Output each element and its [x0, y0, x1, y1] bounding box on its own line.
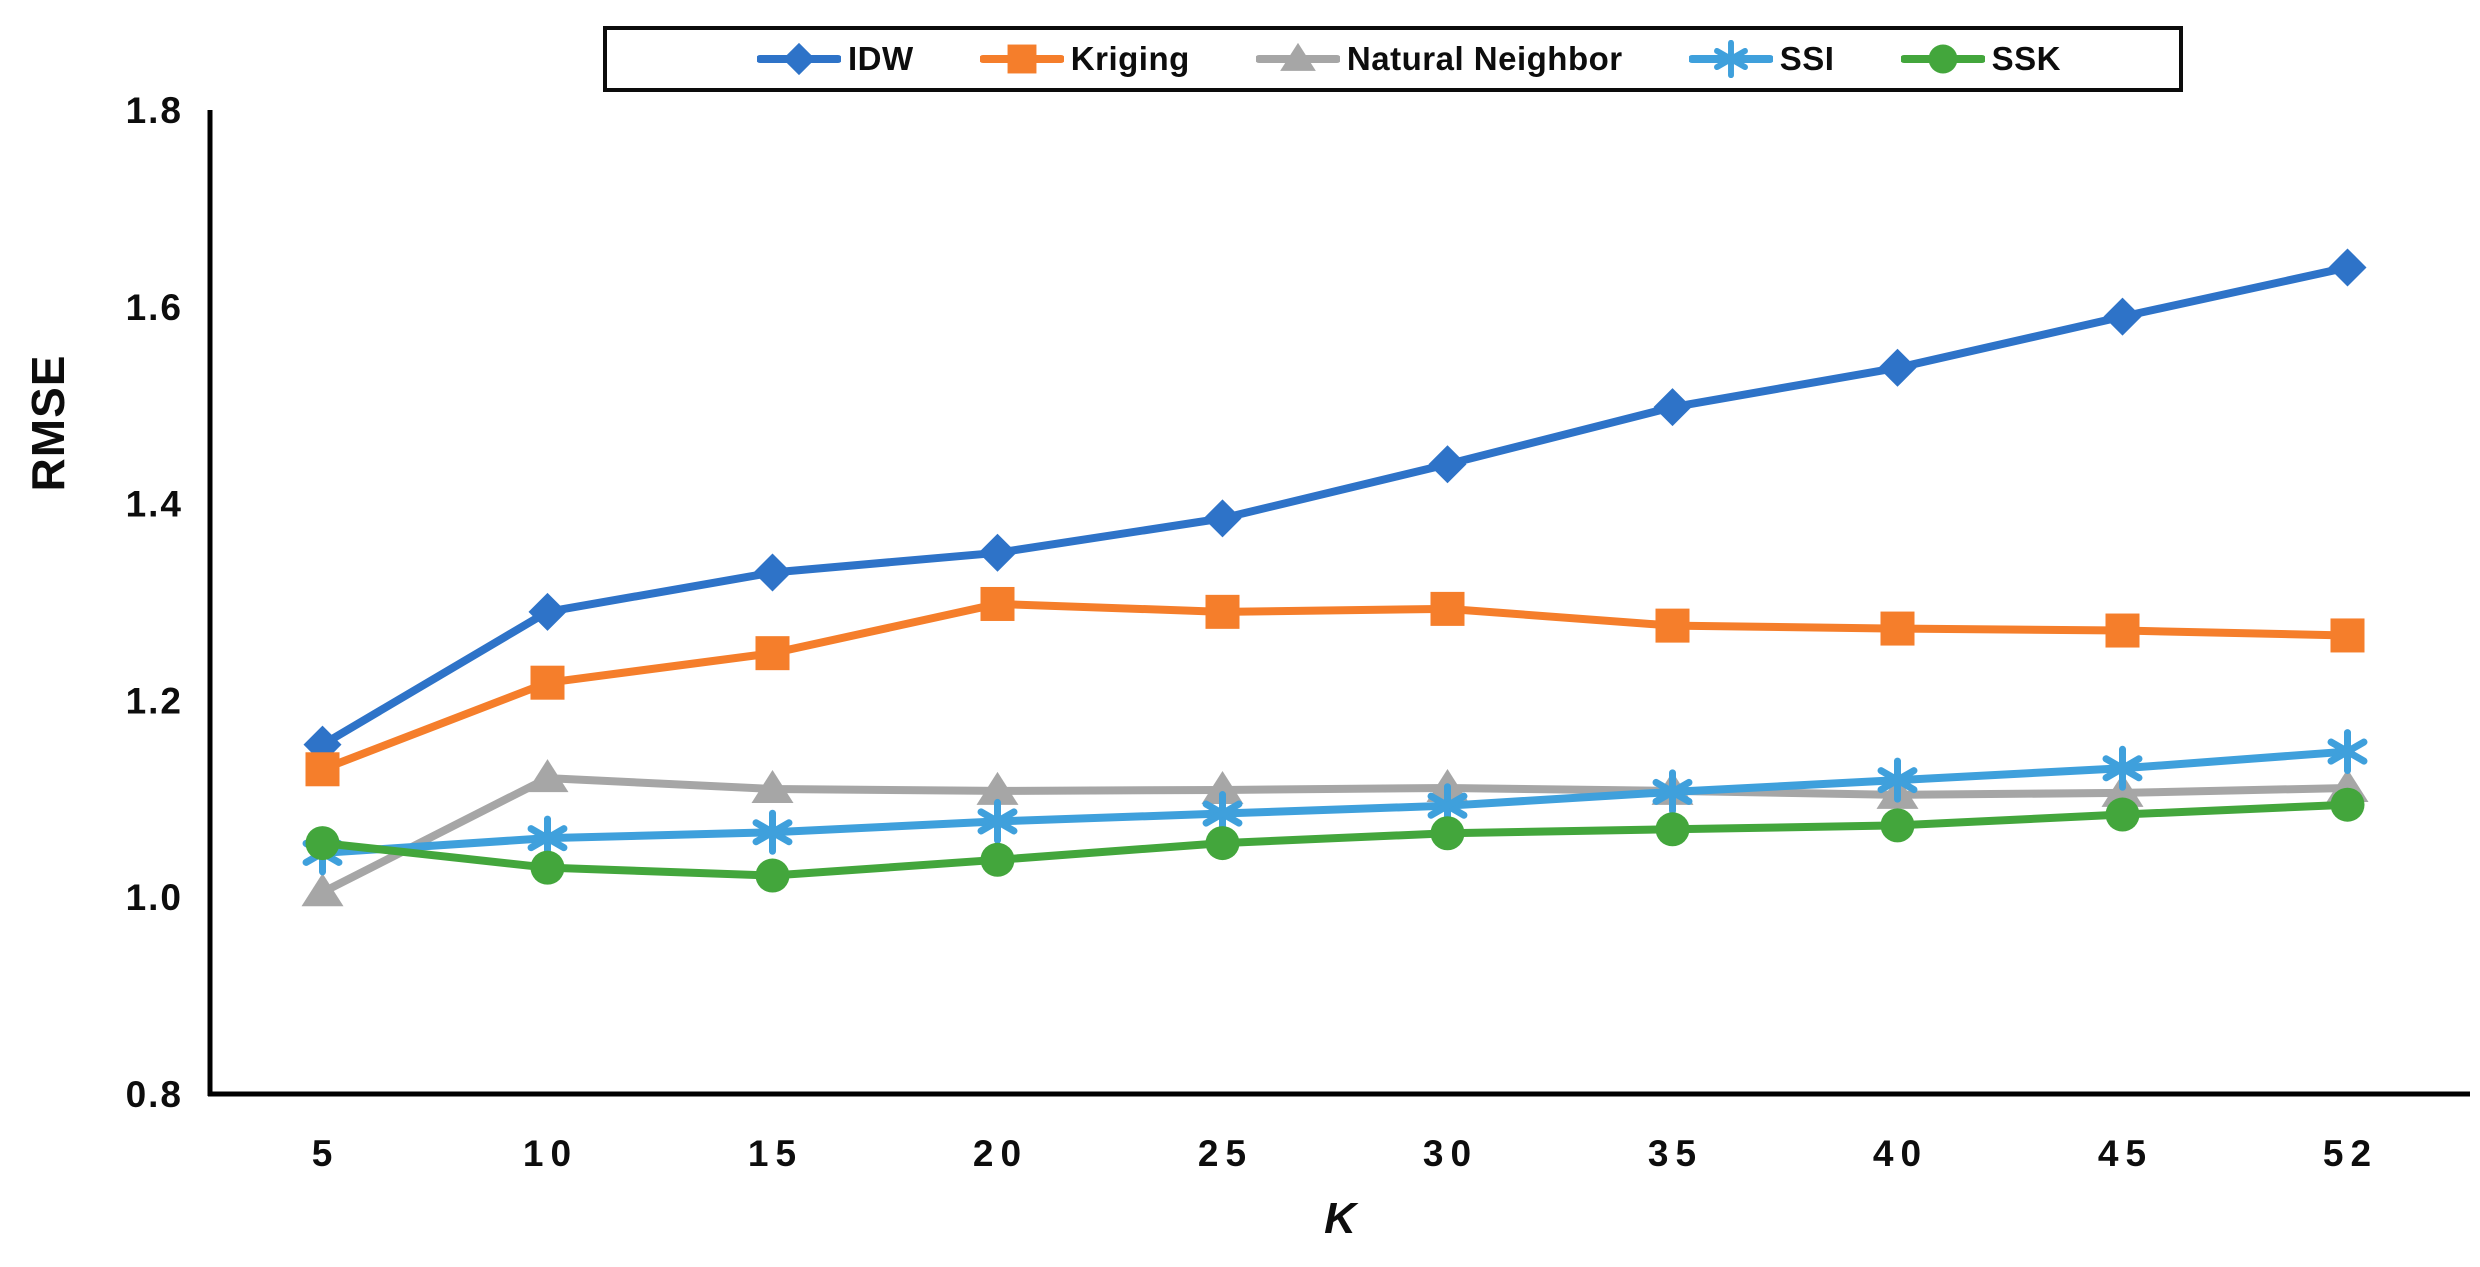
legend: IDW Kriging Natural Neighbor SSI SSK: [603, 26, 2183, 92]
series-kriging: [305, 586, 2365, 787]
marker-square: [305, 752, 340, 787]
marker-circle: [755, 858, 790, 893]
series-line: [318, 774, 2352, 897]
legend-item-kriging: Kriging: [979, 40, 1190, 78]
marker-square: [530, 665, 565, 700]
y-tick-label: 1.2: [126, 680, 183, 721]
legend-item-ssi: SSI: [1688, 40, 1835, 78]
marker-circle: [2330, 787, 2365, 822]
marker-square: [980, 586, 1015, 621]
legend-item-natural-neighbor: Natural Neighbor: [1255, 40, 1623, 78]
x-tick-label: 25: [1198, 1133, 1253, 1174]
y-axis-title: RMSE: [22, 354, 74, 492]
marker-asterisk-spoke: [977, 808, 1018, 835]
y-tick-label: 1.6: [126, 287, 183, 328]
marker-diamond: [978, 533, 1017, 572]
legend-label: Kriging: [1070, 40, 1190, 77]
x-tick-label: 5: [312, 1133, 340, 1174]
legend-swatch: [979, 44, 1064, 74]
x-tick-label: 30: [1423, 1133, 1478, 1174]
marker-triangle: [526, 759, 569, 793]
marker-diamond: [1653, 388, 1692, 427]
marker-asterisk-spoke: [1713, 47, 1748, 71]
marker-circle: [1205, 826, 1240, 861]
marker-triangle: [976, 771, 1019, 805]
y-tick-label: 1.0: [126, 877, 183, 918]
y-tick-label: 1.8: [126, 90, 183, 131]
marker-asterisk-spoke: [1877, 767, 1918, 794]
marker-square: [1430, 591, 1465, 626]
marker-diamond: [528, 592, 567, 631]
legend-swatch: [1900, 44, 1985, 74]
x-tick-label: 45: [2098, 1133, 2153, 1174]
marker-triangle: [301, 873, 344, 907]
legend-swatch: [757, 42, 841, 76]
legend-swatch: [1688, 40, 1773, 78]
marker-circle: [1880, 808, 1915, 843]
marker-diamond: [2328, 248, 2367, 287]
legend-swatch: [1255, 42, 1340, 71]
marker-circle: [530, 850, 565, 885]
x-tick-label: 20: [973, 1133, 1028, 1174]
legend-label: SSI: [1779, 40, 1835, 77]
marker-asterisk-spoke: [752, 819, 793, 846]
y-tick-label: 0.8: [126, 1074, 183, 1115]
marker-triangle: [751, 769, 794, 803]
x-axis-title: K: [1324, 1194, 1356, 1243]
marker-circle: [980, 842, 1015, 877]
series-idw: [303, 248, 2367, 764]
marker-circle: [2105, 797, 2140, 832]
marker-triangle: [1201, 770, 1244, 804]
x-tick-label: 40: [1873, 1133, 1928, 1174]
marker-diamond: [2103, 297, 2142, 336]
series-line: [318, 263, 2352, 749]
y-tick-label: 1.4: [126, 484, 183, 525]
legend-item-ssk: SSK: [1900, 40, 2061, 78]
marker-square: [2330, 618, 2365, 653]
legend-label: Natural Neighbor: [1346, 40, 1623, 77]
marker-square: [1655, 608, 1690, 643]
x-tick-label: 10: [523, 1133, 578, 1174]
series-line: [318, 800, 2352, 880]
marker-circle: [305, 826, 340, 861]
marker-diamond: [1428, 445, 1467, 484]
series-ssi: [302, 729, 2368, 876]
marker-square: [1007, 44, 1037, 74]
marker-square: [755, 636, 790, 671]
series-line: [318, 599, 2352, 774]
marker-asterisk-spoke: [527, 825, 568, 852]
marker-diamond: [753, 553, 792, 592]
x-tick-label: 52: [2323, 1133, 2378, 1174]
marker-asterisk-spoke: [1202, 800, 1243, 827]
legend-label: IDW: [848, 40, 914, 77]
series-ssk: [305, 787, 2365, 893]
marker-diamond: [782, 42, 816, 76]
marker-diamond: [1203, 499, 1242, 538]
marker-square: [2105, 613, 2140, 648]
marker-square: [1205, 594, 1240, 629]
marker-circle: [1928, 44, 1958, 74]
marker-circle: [1430, 816, 1465, 851]
marker-asterisk-spoke: [2102, 755, 2143, 782]
marker-asterisk-spoke: [1652, 778, 1693, 805]
marker-circle: [1655, 812, 1690, 847]
marker-asterisk-spoke: [2327, 738, 2368, 765]
series-line: [318, 747, 2352, 857]
legend-item-idw: IDW: [757, 40, 914, 78]
legend-label: SSK: [1991, 40, 2061, 77]
marker-triangle: [1280, 42, 1316, 71]
x-tick-label: 35: [1648, 1133, 1703, 1174]
marker-diamond: [1878, 348, 1917, 387]
marker-square: [1880, 611, 1915, 646]
x-tick-label: 15: [748, 1133, 803, 1174]
marker-asterisk-spoke: [1427, 792, 1468, 819]
